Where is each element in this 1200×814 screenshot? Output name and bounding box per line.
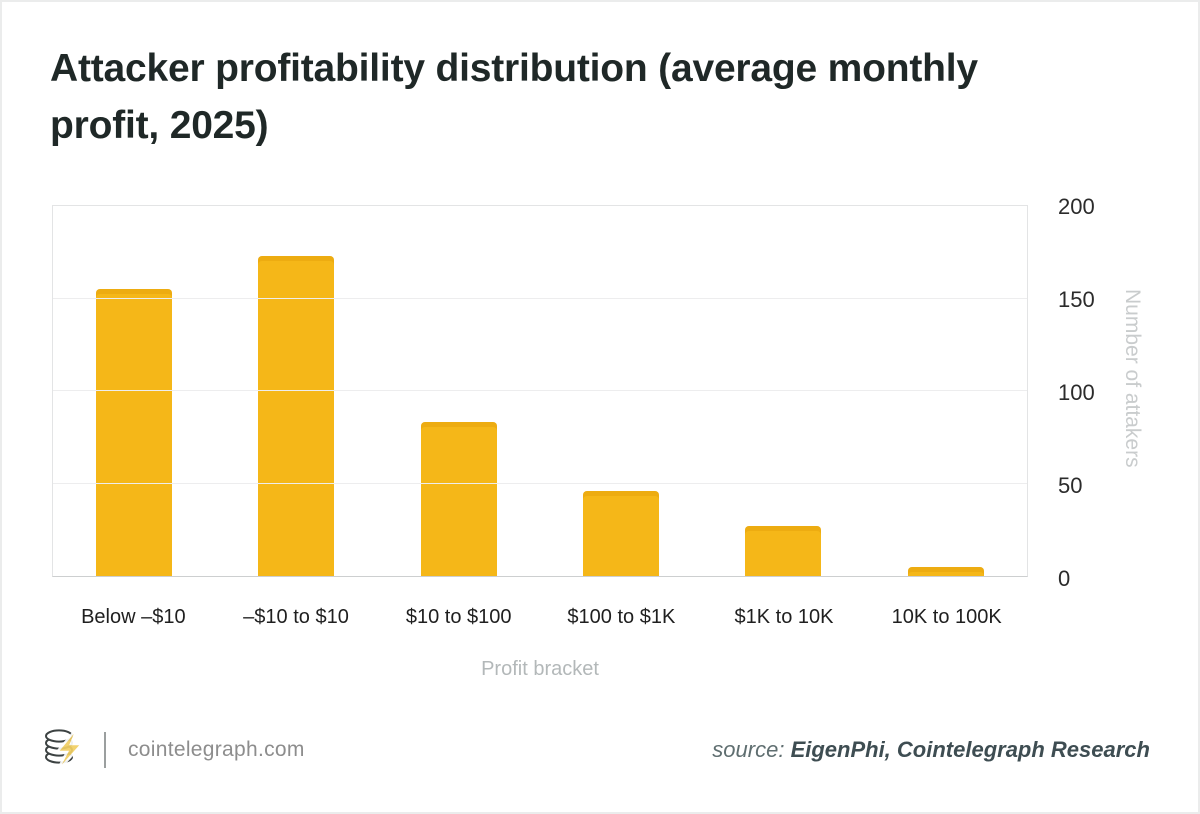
bar-slot	[378, 206, 540, 576]
bar-slot	[702, 206, 864, 576]
bar-3	[420, 422, 497, 576]
bar-4	[583, 490, 660, 576]
bar-slot	[53, 206, 215, 576]
y-tick-label-50: 50	[1058, 473, 1083, 498]
x-axis-title: Profit bracket	[481, 658, 599, 680]
footer-site-text: cointelegraph.com	[128, 738, 305, 761]
y-tick-label-150: 150	[1058, 287, 1095, 312]
chart-area: Number of attakers Below –$10 –$10 to $10…	[52, 194, 1144, 680]
y-axis-title: Number of attakers	[1121, 289, 1144, 468]
gridline-150	[53, 297, 1027, 299]
source-label: source:	[712, 737, 785, 762]
y-tick-label-200: 200	[1058, 194, 1095, 219]
x-tick-label: $100 to $1K	[567, 606, 676, 628]
x-tick-label: –$10 to $10	[243, 606, 349, 628]
x-tick-label: 10K to 100K	[891, 606, 1002, 628]
bar-6	[907, 566, 984, 576]
x-tick-label: $10 to $100	[405, 606, 512, 628]
y-tick-label-0: 0	[1058, 566, 1071, 591]
bar-1	[96, 289, 173, 576]
footer-divider	[104, 732, 106, 768]
bar-slot	[865, 206, 1027, 576]
source-credit: source: EigenPhi, Cointelegraph Research	[712, 737, 1150, 763]
y-tick-label-100: 100	[1058, 380, 1095, 405]
x-tick-label: $1K to 10K	[734, 606, 834, 628]
plot-area	[52, 205, 1028, 577]
x-axis-labels: Below –$10 –$10 to $10 $10 to $100 $100 to …	[52, 606, 1028, 629]
bars-container	[53, 206, 1027, 576]
bar-slot	[215, 206, 377, 576]
cointelegraph-coins-lightning-icon	[45, 726, 85, 774]
cointelegraph-brand: cointelegraph.com	[42, 725, 305, 775]
bar-slot	[540, 206, 702, 576]
gridline-50	[53, 482, 1027, 484]
x-tick-label: Below –$10	[81, 606, 186, 628]
chart-title-line2: profit, 2025)	[50, 104, 269, 148]
gridline-100	[53, 390, 1027, 391]
chart-title-line1: Attacker profitability distribution (ave…	[50, 47, 978, 90]
source-value: EigenPhi, Cointelegraph Research	[790, 737, 1150, 762]
footer: cointelegraph.com source: EigenPhi, Coin…	[42, 722, 1150, 778]
chart-title: Attacker profitability distribution (ave…	[50, 40, 1150, 155]
bar-2	[258, 255, 335, 576]
bar-5	[745, 526, 822, 576]
